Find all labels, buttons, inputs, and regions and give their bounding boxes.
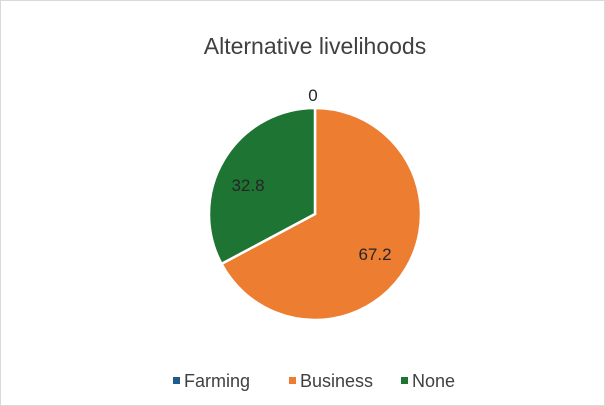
chart-title: Alternative livelihoods xyxy=(204,33,426,59)
data-label-none: 32.8 xyxy=(231,176,264,195)
legend-label-none: None xyxy=(412,371,455,391)
pie-slice-none xyxy=(207,106,317,266)
legend-label-farming: Farming xyxy=(184,371,250,391)
pie-slice-business xyxy=(219,106,423,322)
legend-swatch-none xyxy=(401,377,408,384)
legend: Farming Business None xyxy=(173,371,455,391)
data-label-business: 67.2 xyxy=(358,245,391,264)
data-labels: 0 67.2 32.8 xyxy=(231,86,391,264)
legend-label-business: Business xyxy=(300,371,373,391)
legend-swatch-farming xyxy=(173,377,180,384)
legend-swatch-business xyxy=(289,377,296,384)
pie-slices xyxy=(207,106,423,322)
data-label-farming: 0 xyxy=(308,86,317,105)
